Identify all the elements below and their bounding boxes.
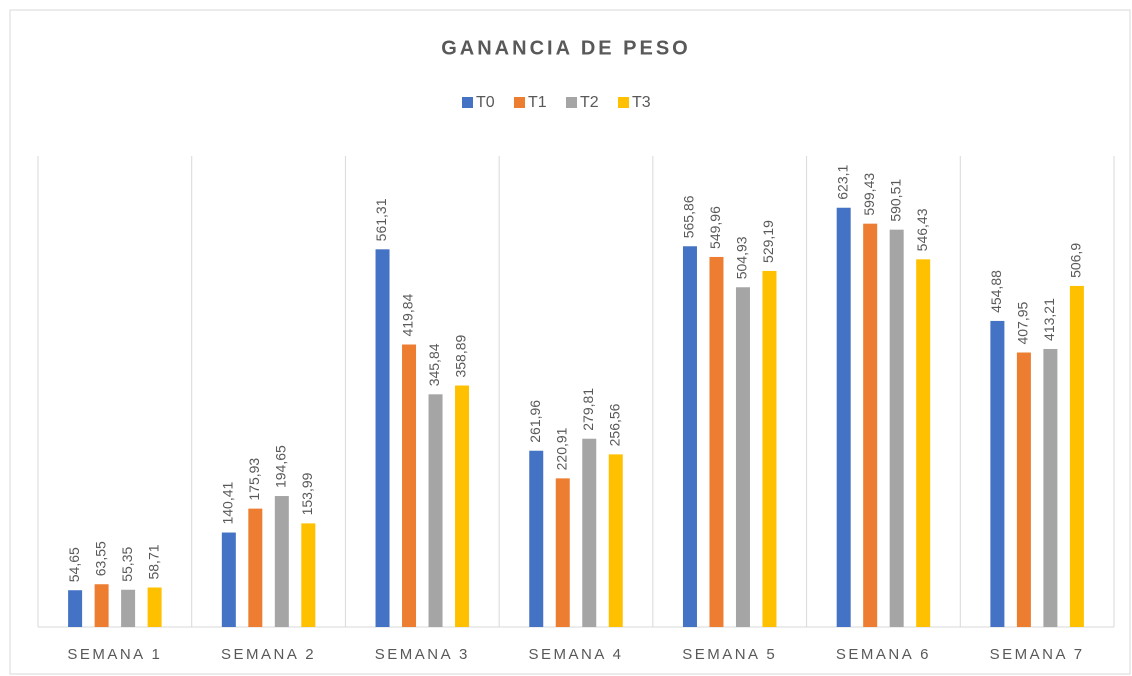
bar [836,207,851,627]
data-label: 194,65 [273,445,289,488]
bar [608,454,623,627]
data-label: 546,43 [914,208,930,251]
data-label: 175,93 [246,458,262,501]
bar [762,270,777,627]
bar [455,385,470,627]
data-label: 63,55 [92,541,108,576]
data-label: 153,99 [299,472,315,515]
bar [735,287,750,627]
data-label: 454,88 [988,270,1004,313]
bar [94,584,109,627]
bar [301,523,316,627]
bar [147,587,162,627]
data-label: 140,41 [220,481,236,524]
bar [529,450,544,627]
bar [221,532,236,627]
data-label: 549,96 [707,206,723,249]
data-label: 407,95 [1015,301,1031,344]
data-label: 590,51 [887,179,903,222]
x-tick-label: SEMANA 7 [990,646,1085,663]
bar [121,589,136,627]
data-label: 623,1 [834,164,850,199]
x-tick-label: SEMANA 1 [67,646,162,663]
bar [375,249,390,628]
legend-swatch [514,97,525,108]
data-label: 54,65 [66,547,82,582]
bar [1016,352,1031,627]
data-label: 279,81 [580,388,596,431]
data-label: 358,89 [453,334,469,377]
bar [555,478,570,627]
legend-label: T2 [580,94,599,111]
data-label: 220,91 [553,427,569,470]
data-label: 529,19 [760,220,776,263]
bar [1069,285,1084,627]
bar [274,496,289,627]
bar [889,229,904,627]
bar [709,256,724,627]
bar [916,259,931,627]
bar [428,394,443,627]
x-tick-label: SEMANA 4 [528,646,623,663]
data-label: 561,31 [373,198,389,241]
data-label: 504,93 [734,236,750,279]
data-label: 599,43 [861,173,877,216]
legend-swatch [566,97,577,108]
x-tick-label: SEMANA 5 [682,646,777,663]
x-tick-label: SEMANA 6 [836,646,931,663]
chart-title: GANANCIA DE PESO [441,37,691,59]
data-label: 345,84 [426,343,442,386]
data-label: 413,21 [1041,298,1057,341]
bar [1043,348,1058,627]
chart-border [9,9,1131,675]
data-label: 55,35 [119,547,135,582]
bar [582,438,597,627]
bar [682,246,697,627]
bar [248,508,263,627]
legend-swatch [618,97,629,108]
data-label: 58,71 [145,544,161,579]
data-label: 565,86 [681,195,697,238]
bar [402,344,417,627]
legend-label: T0 [476,94,495,111]
data-label: 256,56 [606,403,622,446]
data-label: 506,9 [1068,243,1084,278]
legend-label: T3 [632,94,651,111]
data-label: 261,96 [527,400,543,443]
legend-swatch [462,97,473,108]
bar [990,320,1005,627]
bar [863,223,878,627]
bar [68,590,83,627]
legend-label: T1 [528,94,547,111]
x-tick-label: SEMANA 2 [221,646,316,663]
x-tick-label: SEMANA 3 [375,646,470,663]
data-label: 419,84 [400,293,416,336]
